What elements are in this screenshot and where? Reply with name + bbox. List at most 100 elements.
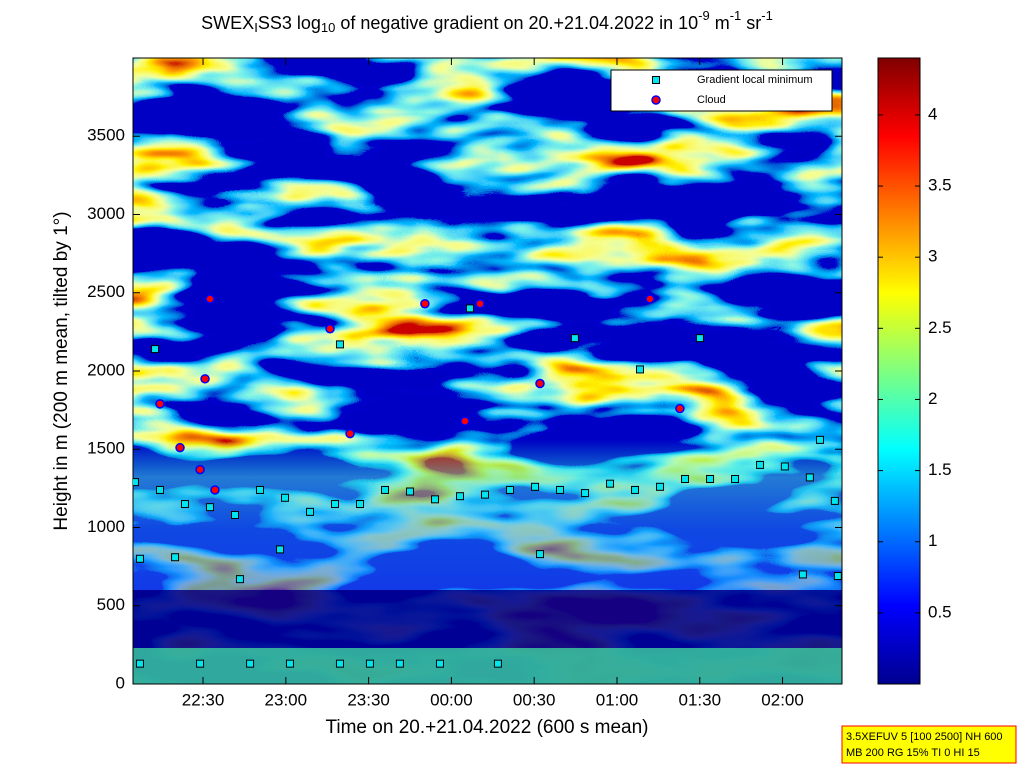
data-point xyxy=(506,485,515,494)
data-point xyxy=(456,492,465,501)
y-tick-label: 500 xyxy=(97,595,125,614)
data-point xyxy=(175,442,185,453)
title-part: m xyxy=(710,13,730,33)
y-tick-label: 3500 xyxy=(87,126,125,145)
x-tick-label: 22:30 xyxy=(182,690,225,709)
data-point xyxy=(645,294,655,304)
x-tick-label: 01:00 xyxy=(596,690,639,709)
y-tick-label: 0 xyxy=(116,673,125,692)
data-point xyxy=(365,659,374,668)
data-point xyxy=(431,495,440,504)
data-point xyxy=(581,489,590,498)
data-point xyxy=(798,570,807,579)
data-point xyxy=(195,464,205,475)
data-point xyxy=(381,485,390,494)
data-point xyxy=(335,340,344,349)
data-point xyxy=(460,416,470,426)
data-point xyxy=(635,365,644,374)
data-point xyxy=(210,485,220,495)
colorbar-tick-label: 3.5 xyxy=(928,176,952,195)
data-point xyxy=(475,298,485,309)
data-point xyxy=(695,334,704,343)
x-tick-label: 23:00 xyxy=(265,690,308,709)
data-point xyxy=(833,572,842,581)
data-point xyxy=(465,304,474,313)
data-point xyxy=(435,659,444,668)
x-tick-label: 00:00 xyxy=(430,690,473,709)
data-point xyxy=(556,485,565,494)
data-point xyxy=(395,659,404,668)
legend xyxy=(610,69,833,112)
colorbar-tick-label: 2 xyxy=(928,389,937,408)
y-tick-label: 1000 xyxy=(87,517,125,536)
data-point xyxy=(481,490,490,499)
data-point xyxy=(205,503,214,512)
info-box xyxy=(841,725,1017,764)
title-part: of negative gradient on 20.+21.04.2022 i… xyxy=(335,13,698,33)
data-point xyxy=(196,659,205,668)
title-part: -1 xyxy=(730,8,742,23)
title-part: sr xyxy=(741,13,761,33)
x-axis-label: Time on 20.+21.04.2022 (600 s mean) xyxy=(325,717,648,738)
data-point xyxy=(805,473,814,482)
legend-label: Cloud xyxy=(697,94,726,106)
data-point xyxy=(345,428,355,439)
data-point xyxy=(731,474,740,483)
data-point xyxy=(205,294,215,304)
data-point xyxy=(135,659,144,668)
data-point xyxy=(815,435,824,444)
data-point xyxy=(675,403,685,414)
data-point xyxy=(151,345,160,354)
title-part: SS3 log xyxy=(258,13,321,33)
colorbar-tick-label: 1.5 xyxy=(928,460,952,479)
data-point xyxy=(535,550,544,559)
data-point xyxy=(606,479,615,488)
info-text: MB 200 RG 15% TI 0 HI 15 xyxy=(846,747,980,759)
colorbar-tick-label: 2.5 xyxy=(928,318,952,337)
data-point xyxy=(656,482,665,491)
data-point xyxy=(280,493,289,502)
data-point xyxy=(420,298,430,309)
y-tick-label: 2500 xyxy=(87,282,125,301)
colorbar-tick-label: 4 xyxy=(928,104,937,123)
data-point xyxy=(356,500,365,509)
data-point xyxy=(406,487,415,496)
colorbar-tick-label: 3 xyxy=(928,247,937,266)
data-point xyxy=(230,510,239,519)
x-tick-label: 23:30 xyxy=(347,690,390,709)
data-point xyxy=(325,323,335,334)
chart-title: SWEXISS3 log10 of negative gradient on 2… xyxy=(201,8,773,35)
data-point xyxy=(235,575,244,584)
x-tick-label: 00:30 xyxy=(513,690,556,709)
title-part: 10 xyxy=(321,20,335,35)
x-tick-label: 02:00 xyxy=(761,690,804,709)
title-part: I xyxy=(254,20,258,35)
heatmap xyxy=(133,58,842,684)
data-point xyxy=(631,485,640,494)
legend-marker xyxy=(652,76,660,84)
data-point xyxy=(200,374,210,384)
data-point xyxy=(756,460,765,469)
data-point xyxy=(535,378,545,389)
y-tick-label: 3000 xyxy=(87,204,125,223)
title-part: -9 xyxy=(698,8,710,23)
title-part: -1 xyxy=(761,8,773,23)
data-point xyxy=(531,482,540,491)
data-point xyxy=(306,507,315,516)
data-point xyxy=(276,545,285,554)
data-point xyxy=(331,500,340,509)
data-point xyxy=(155,485,164,494)
data-point xyxy=(180,500,189,509)
data-point xyxy=(780,462,789,471)
data-point xyxy=(706,474,715,483)
legend-label: Gradient local minimum xyxy=(697,74,813,86)
data-point xyxy=(135,554,144,563)
data-point xyxy=(830,496,839,505)
colorbar-tick-label: 1 xyxy=(928,531,937,550)
colorbar-tick-label: 0.5 xyxy=(928,602,952,621)
y-tick-label: 1500 xyxy=(87,439,125,458)
colorbar xyxy=(877,57,921,685)
y-tick-label: 2000 xyxy=(87,360,125,379)
data-point xyxy=(335,659,344,668)
